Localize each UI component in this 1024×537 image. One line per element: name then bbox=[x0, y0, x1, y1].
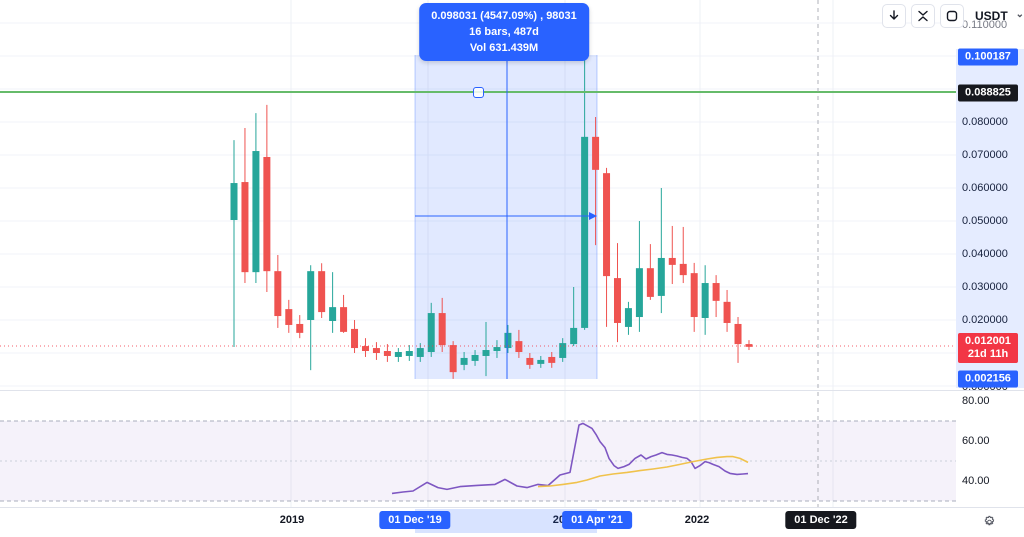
price-label: 0.050000 bbox=[962, 215, 1008, 227]
price-badge: 0.012001 21d 11h bbox=[958, 333, 1018, 363]
time-label: 2019 bbox=[279, 514, 305, 526]
currency-label: USDT bbox=[975, 9, 1008, 23]
price-label: 0.080000 bbox=[962, 116, 1008, 128]
currency-selector[interactable]: USDT ⌄ bbox=[975, 8, 1024, 24]
measure-price-change: 0.098031 (4547.09%) , 98031 bbox=[431, 10, 577, 22]
price-label: 0.070000 bbox=[962, 149, 1008, 161]
price-badge: 0.088825 bbox=[958, 84, 1018, 102]
collapse-icon bbox=[918, 10, 928, 22]
price-label: 0.110000 bbox=[962, 19, 1008, 31]
measure-tooltip: 0.098031 (4547.09%) , 98031 16 bars, 487… bbox=[419, 3, 589, 61]
price-badge: 0.100187 bbox=[958, 48, 1018, 66]
measure-volume: Vol 631.439M bbox=[469, 42, 539, 54]
price-label: 0.020000 bbox=[962, 314, 1008, 326]
measure-bar-count: 16 bars, 487d bbox=[469, 26, 539, 38]
price-label: 0.060000 bbox=[962, 182, 1008, 194]
collapse-button[interactable] bbox=[911, 4, 935, 28]
time-badge: 01 Dec '19 bbox=[379, 511, 451, 529]
gear-icon bbox=[984, 515, 994, 525]
axis-divider bbox=[0, 507, 1024, 508]
indicator-scale-label: 40.00 bbox=[962, 475, 990, 487]
download-button[interactable] bbox=[882, 4, 906, 28]
indicator-scale-label: 80.00 bbox=[962, 395, 990, 407]
fullscreen-icon bbox=[946, 10, 958, 22]
line-drag-handle[interactable] bbox=[473, 87, 484, 98]
settings-gear-button[interactable] bbox=[978, 510, 1000, 532]
time-badge: 01 Dec '22 bbox=[785, 511, 857, 529]
price-label: 0.040000 bbox=[962, 248, 1008, 260]
price-axis-selection-tint bbox=[956, 49, 1024, 388]
top-toolbar: USDT ⌄ bbox=[882, 4, 1024, 28]
fullscreen-button[interactable] bbox=[940, 4, 964, 28]
indicator-scale-label: 60.00 bbox=[962, 435, 990, 447]
time-label: 2022 bbox=[684, 514, 710, 526]
pane-divider[interactable] bbox=[0, 390, 1024, 391]
price-label: 0.030000 bbox=[962, 281, 1008, 293]
chevron-down-icon: ⌄ bbox=[1015, 8, 1024, 20]
download-icon bbox=[889, 10, 899, 20]
price-badge: 0.002156 bbox=[958, 370, 1018, 388]
time-badge: 01 Apr '21 bbox=[562, 511, 632, 529]
